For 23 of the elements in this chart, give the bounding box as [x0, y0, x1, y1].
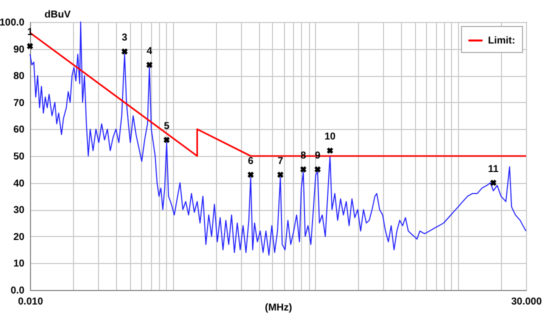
y-tick-label: 100.0 [0, 18, 25, 28]
annotation: 4 [146, 46, 153, 57]
x-tick-label: 0.010 [18, 296, 44, 308]
y-tick-label: 70 [13, 98, 25, 109]
y-tick-label: 40 [13, 178, 25, 190]
y-tick-label: 50 [13, 152, 25, 162]
annotation: 10 [324, 132, 336, 143]
annotation: 3 [122, 32, 128, 44]
x-tick-label: 30.000 [511, 296, 542, 308]
annotation: 5 [164, 120, 170, 132]
y-tick-label: 10 [13, 258, 25, 270]
y-axis-title: dBuV [44, 10, 71, 20]
y-tick-label: 60 [13, 124, 25, 136]
y-tick-label: 30 [13, 205, 25, 216]
annotation: 6 [248, 156, 254, 167]
annotation: 7 [278, 156, 284, 167]
legend-label: Limit: [488, 36, 516, 46]
x-axis-title: (MHz) [264, 302, 292, 314]
annotation: 11 [488, 164, 500, 175]
y-tick-label: 90 [13, 44, 25, 56]
y-tick-label: 80 [13, 71, 25, 82]
y-tick-label: 20 [13, 232, 25, 243]
y-tick-label: 0.0 [10, 286, 25, 296]
